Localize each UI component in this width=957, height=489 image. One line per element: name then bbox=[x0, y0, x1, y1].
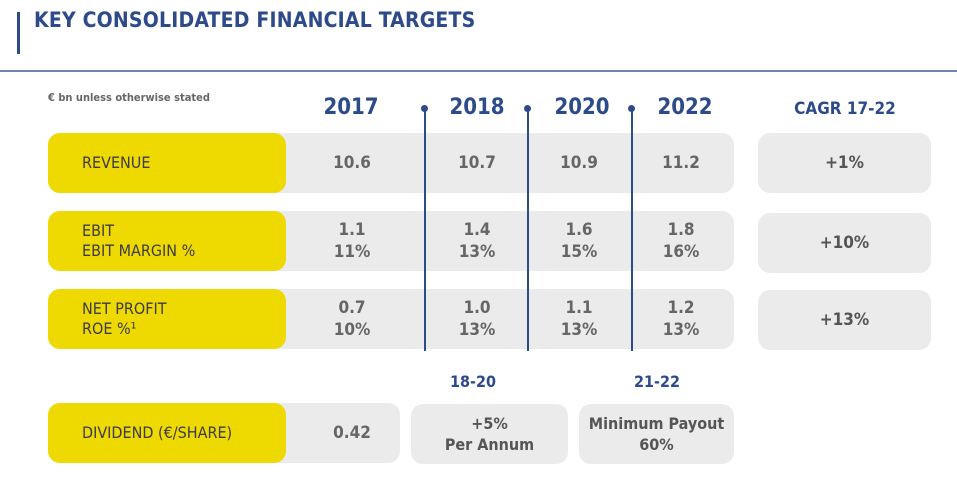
net-profit-2022: 1.2 13% bbox=[641, 289, 721, 349]
revenue-2018: 10.7 bbox=[437, 133, 517, 193]
ebit-2017: 1.1 11% bbox=[312, 211, 392, 271]
dividend-21-22-line-2: 60% bbox=[639, 435, 674, 454]
value: 0.42 bbox=[333, 423, 371, 443]
value: 1.8 bbox=[667, 220, 695, 240]
header-divider bbox=[0, 70, 957, 72]
roe: 13% bbox=[458, 320, 496, 340]
revenue-label-text: REVENUE bbox=[82, 153, 151, 172]
dividend-2017: 0.42 bbox=[312, 403, 392, 463]
timeline-divider-2020 bbox=[527, 108, 529, 351]
cagr-header: CAGR 17-22 bbox=[794, 99, 896, 119]
revenue-2020: 10.9 bbox=[539, 133, 619, 193]
ebit-2018: 1.4 13% bbox=[437, 211, 517, 271]
margin: 13% bbox=[458, 242, 496, 262]
value: 1.6 bbox=[565, 220, 593, 240]
dividend-18-20-line-1: +5% bbox=[471, 414, 508, 433]
value: 1.4 bbox=[463, 220, 491, 240]
dividend-21-22-line-1: Minimum Payout bbox=[588, 414, 725, 433]
net-profit-2020: 1.1 13% bbox=[539, 289, 619, 349]
revenue-label: REVENUE bbox=[48, 133, 286, 193]
timeline-dot-2022 bbox=[628, 105, 635, 112]
title-accent-bar bbox=[17, 12, 20, 54]
year-header-2020: 2020 bbox=[554, 95, 610, 120]
page-title: KEY CONSOLIDATED FINANCIAL TARGETS bbox=[34, 8, 476, 32]
margin: 15% bbox=[560, 242, 598, 262]
net-profit-label: NET PROFIT ROE %¹ bbox=[48, 289, 286, 349]
value: 11.2 bbox=[662, 153, 700, 173]
dividend-21-22-box: Minimum Payout 60% bbox=[579, 404, 734, 464]
ebit-2022: 1.8 16% bbox=[641, 211, 721, 271]
units-note: € bn unless otherwise stated bbox=[48, 91, 210, 104]
ebit-cagr: +10% bbox=[758, 213, 931, 273]
value: 1.1 bbox=[338, 220, 366, 240]
value: 1.1 bbox=[565, 298, 593, 318]
dividend-18-20-box: +5% Per Annum bbox=[411, 404, 568, 464]
value: 1.0 bbox=[463, 298, 491, 318]
net-profit-cagr: +13% bbox=[758, 290, 931, 350]
margin: 11% bbox=[333, 242, 371, 262]
value: 1.2 bbox=[667, 298, 695, 318]
dividend-period-header-21-22: 21-22 bbox=[633, 372, 681, 391]
ebit-2020: 1.6 15% bbox=[539, 211, 619, 271]
dividend-label: DIVIDEND (€/SHARE) bbox=[48, 403, 286, 463]
roe: 13% bbox=[662, 320, 700, 340]
net-profit-2017: 0.7 10% bbox=[312, 289, 392, 349]
timeline-divider-2022 bbox=[631, 108, 633, 351]
margin: 16% bbox=[662, 242, 700, 262]
year-header-2018: 2018 bbox=[449, 95, 505, 120]
dividend-period-header-18-20: 18-20 bbox=[449, 372, 497, 391]
value: 10.6 bbox=[333, 153, 371, 173]
timeline-dot-2020 bbox=[524, 105, 531, 112]
net-profit-2018: 1.0 13% bbox=[437, 289, 517, 349]
revenue-2017: 10.6 bbox=[312, 133, 392, 193]
value: 0.7 bbox=[338, 298, 366, 318]
year-header-2022: 2022 bbox=[657, 95, 713, 120]
revenue-2022: 11.2 bbox=[641, 133, 721, 193]
dividend-label-text: DIVIDEND (€/SHARE) bbox=[82, 423, 233, 442]
net-profit-label-line-1: NET PROFIT bbox=[82, 299, 167, 318]
ebit-label-line-1: EBIT bbox=[82, 221, 114, 240]
timeline-divider-2018 bbox=[424, 108, 426, 351]
net-profit-label-line-2: ROE %¹ bbox=[82, 319, 137, 338]
timeline-dot-2018 bbox=[421, 105, 428, 112]
ebit-label-line-2: EBIT MARGIN % bbox=[82, 241, 196, 260]
value: 10.9 bbox=[560, 153, 598, 173]
value: 10.7 bbox=[458, 153, 496, 173]
dividend-18-20-line-2: Per Annum bbox=[444, 435, 535, 454]
roe: 10% bbox=[333, 320, 371, 340]
roe: 13% bbox=[560, 320, 598, 340]
year-header-2017: 2017 bbox=[323, 95, 379, 120]
ebit-label: EBIT EBIT MARGIN % bbox=[48, 211, 286, 271]
revenue-cagr: +1% bbox=[758, 133, 931, 193]
